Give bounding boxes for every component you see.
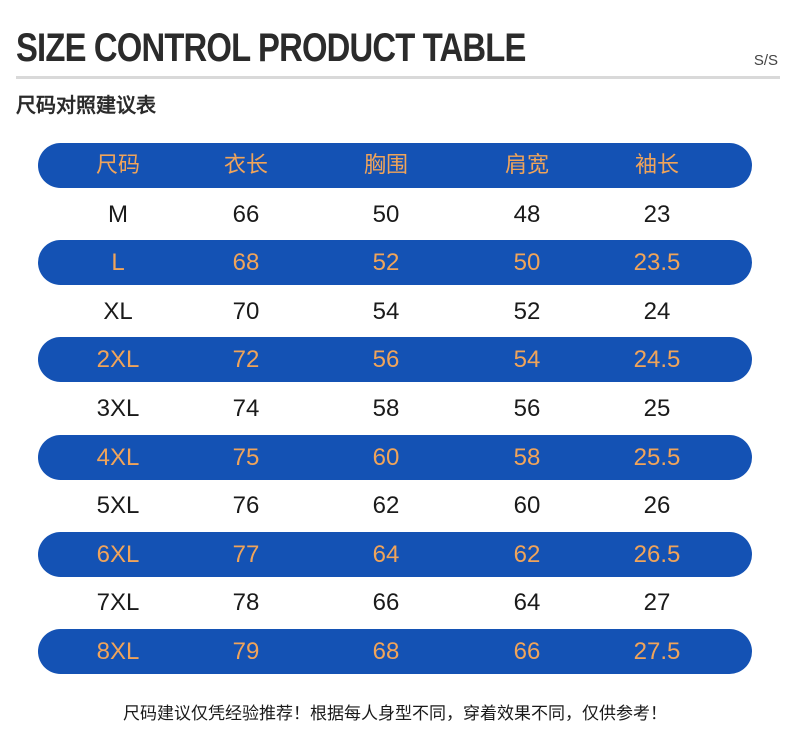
cell-shoulder: 58: [513, 443, 541, 471]
cell-length: 72: [232, 346, 260, 374]
cell-shoulder: 62: [513, 540, 541, 568]
cell-chest: 64: [372, 540, 400, 568]
footer-note: 尺码建议仅凭经验推荐！根据每人身型不同，穿着效果不同，仅供参考！: [123, 704, 667, 724]
cell-length: 79: [232, 637, 260, 665]
cell-sleeve: 26.5: [633, 540, 681, 568]
cell-sleeve: 25: [643, 394, 671, 422]
cell-sleeve: 23: [643, 200, 671, 228]
cell-length: 78: [232, 589, 260, 617]
cell-length: 76: [232, 492, 260, 520]
table-row: 3XL 74 58 56 25: [38, 386, 752, 431]
table-row: 4XL 75 60 58 25.5: [38, 434, 752, 480]
column-header-size: 尺码: [95, 153, 140, 178]
table-row: 7XL 78 66 64 27: [38, 580, 752, 625]
cell-length: 70: [232, 297, 260, 325]
cell-size: 7XL: [96, 589, 140, 617]
cell-size: L: [111, 249, 125, 277]
size-table: 尺码 衣长 胸围 肩宽 袖长 M 66 50 48 23 L 68 52 50 …: [38, 143, 752, 678]
cell-length: 66: [232, 200, 260, 228]
table-row: 6XL 77 64 62 26.5: [38, 531, 752, 577]
cell-shoulder: 54: [513, 346, 541, 374]
cell-sleeve: 27: [643, 589, 671, 617]
cell-shoulder: 52: [513, 297, 541, 325]
cell-size: 2XL: [96, 346, 140, 374]
divider: [16, 76, 780, 79]
cell-chest: 50: [372, 200, 400, 228]
table-row: 2XL 72 56 54 24.5: [38, 337, 752, 383]
cell-length: 68: [232, 249, 260, 277]
column-header-sleeve: 袖长: [634, 153, 679, 178]
cell-shoulder: 66: [513, 637, 541, 665]
cell-chest: 56: [372, 346, 400, 374]
table-subtitle: 尺码对照建议表: [16, 93, 156, 117]
cell-chest: 58: [372, 394, 400, 422]
cell-shoulder: 56: [513, 394, 541, 422]
table-row: 5XL 76 62 60 26: [38, 483, 752, 528]
cell-size: XL: [103, 297, 133, 325]
cell-chest: 54: [372, 297, 400, 325]
cell-sleeve: 25.5: [633, 443, 681, 471]
cell-chest: 52: [372, 249, 400, 277]
cell-shoulder: 50: [513, 249, 541, 277]
cell-sleeve: 27.5: [633, 637, 681, 665]
cell-size: 8XL: [96, 637, 140, 665]
column-header-length: 衣长: [223, 153, 268, 178]
table-row: L 68 52 50 23.5: [38, 240, 752, 286]
cell-chest: 66: [372, 589, 400, 617]
cell-size: 6XL: [96, 540, 140, 568]
cell-sleeve: 24.5: [633, 346, 681, 374]
cell-size: 3XL: [96, 394, 140, 422]
page-title: SIZE CONTROL PRODUCT TABLE: [16, 26, 526, 70]
cell-chest: 62: [372, 492, 400, 520]
cell-sleeve: 26: [643, 492, 671, 520]
table-row: M 66 50 48 23: [38, 192, 752, 237]
column-header-shoulder: 肩宽: [504, 153, 549, 178]
cell-chest: 60: [372, 443, 400, 471]
cell-length: 77: [232, 540, 260, 568]
cell-size: 5XL: [96, 492, 140, 520]
season-label: S/S: [753, 52, 778, 69]
cell-shoulder: 60: [513, 492, 541, 520]
cell-shoulder: 48: [513, 200, 541, 228]
cell-sleeve: 24: [643, 297, 671, 325]
column-header-chest: 胸围: [363, 153, 408, 178]
table-row: XL 70 54 52 24: [38, 289, 752, 334]
cell-shoulder: 64: [513, 589, 541, 617]
cell-length: 75: [232, 443, 260, 471]
cell-size: M: [108, 200, 128, 228]
cell-chest: 68: [372, 637, 400, 665]
cell-size: 4XL: [96, 443, 140, 471]
cell-length: 74: [232, 394, 260, 422]
cell-sleeve: 23.5: [633, 249, 681, 277]
table-row: 8XL 79 68 66 27.5: [38, 628, 752, 674]
table-header-row: 尺码 衣长 胸围 肩宽 袖长: [38, 143, 752, 188]
